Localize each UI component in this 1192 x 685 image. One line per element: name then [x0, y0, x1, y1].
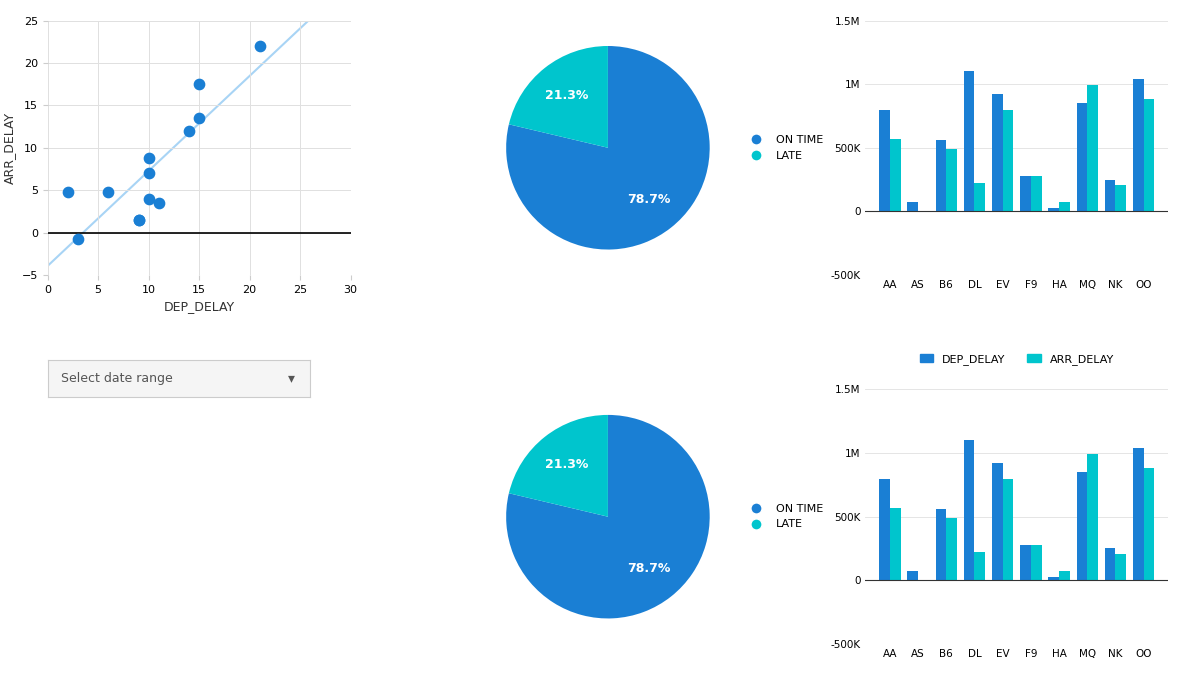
Bar	[907, 571, 918, 580]
Bar	[1087, 454, 1098, 580]
Bar	[1020, 545, 1031, 580]
Bar	[1058, 203, 1069, 212]
Bar	[1020, 176, 1031, 212]
Bar	[974, 552, 985, 580]
Point	[190, 79, 209, 90]
Legend: DEP_DELAY, ARR_DELAY: DEP_DELAY, ARR_DELAY	[915, 349, 1118, 369]
Bar	[974, 184, 985, 212]
Bar	[1076, 103, 1087, 212]
Wedge shape	[509, 46, 608, 148]
Bar	[1048, 577, 1058, 580]
Bar	[1058, 571, 1069, 580]
Bar	[1031, 545, 1042, 580]
Text: 78.7%: 78.7%	[627, 562, 671, 575]
Bar	[1048, 208, 1058, 212]
Wedge shape	[507, 46, 709, 249]
Text: 21.3%: 21.3%	[545, 89, 589, 102]
Bar	[963, 71, 974, 212]
Bar	[1002, 110, 1013, 212]
Legend: ON TIME, LATE: ON TIME, LATE	[740, 131, 828, 165]
Point	[139, 193, 159, 204]
Point	[250, 40, 269, 51]
Y-axis label: ARR_DELAY: ARR_DELAY	[4, 112, 15, 184]
Bar	[1031, 176, 1042, 212]
Text: Select date range: Select date range	[61, 372, 173, 385]
Bar	[889, 139, 900, 212]
Bar	[1087, 86, 1098, 212]
Bar	[1105, 549, 1116, 580]
Point	[190, 112, 209, 123]
Bar	[1002, 479, 1013, 580]
Bar	[879, 479, 889, 580]
Point	[129, 214, 148, 225]
Bar	[879, 110, 889, 212]
Bar	[1076, 472, 1087, 580]
Wedge shape	[507, 415, 709, 619]
Bar	[1143, 469, 1154, 580]
Point	[139, 153, 159, 164]
Point	[58, 186, 77, 197]
Legend: ON TIME, LATE: ON TIME, LATE	[740, 499, 828, 534]
Bar	[1143, 99, 1154, 212]
Bar	[1132, 448, 1143, 580]
Point	[129, 214, 148, 225]
X-axis label: DEP_DELAY: DEP_DELAY	[163, 300, 235, 313]
Bar	[1116, 185, 1126, 212]
Point	[149, 197, 168, 208]
Bar	[946, 149, 957, 212]
Bar	[946, 518, 957, 580]
Bar	[907, 202, 918, 212]
Text: 78.7%: 78.7%	[627, 193, 671, 206]
Point	[68, 234, 87, 245]
Bar	[1132, 79, 1143, 212]
Text: 21.3%: 21.3%	[545, 458, 589, 471]
Point	[99, 186, 118, 197]
Point	[180, 125, 199, 136]
Text: ▾: ▾	[288, 371, 296, 386]
Bar	[992, 95, 1002, 212]
Bar	[936, 140, 946, 212]
Bar	[963, 440, 974, 580]
Bar	[936, 509, 946, 580]
Bar	[1116, 553, 1126, 580]
Bar	[992, 463, 1002, 580]
Wedge shape	[509, 415, 608, 516]
Bar	[889, 508, 900, 580]
Bar	[1105, 179, 1116, 212]
Point	[139, 168, 159, 179]
